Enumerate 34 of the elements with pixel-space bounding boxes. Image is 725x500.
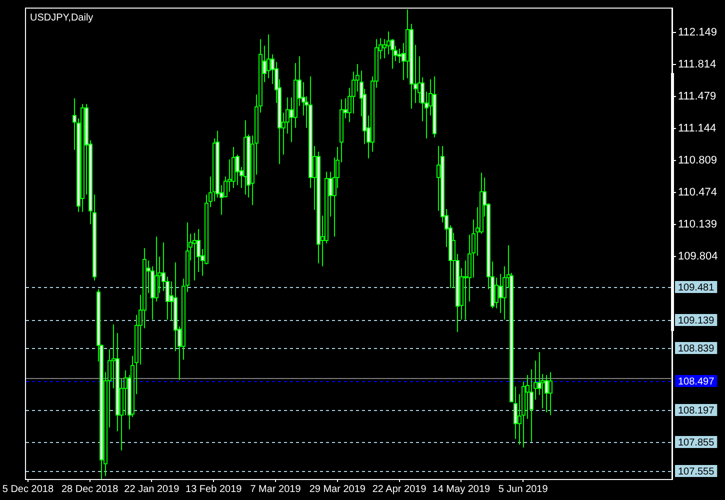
x-tick-label: 28 Dec 2018 [61, 484, 119, 495]
ref-line-label: 107.555 [678, 466, 715, 478]
candlestick [498, 273, 502, 314]
y-tick-label: 111.814 [678, 58, 716, 71]
y-tick-label: 110.474 [678, 186, 717, 198]
x-tick-label: 7 Mar 2019 [250, 484, 302, 495]
y-tick-label: 112.149 [678, 26, 717, 39]
x-tick-label: 14 May 2019 [432, 484, 491, 495]
y-tick-label: 110.809 [678, 154, 717, 166]
candlestick [544, 374, 548, 413]
candlestick [192, 232, 196, 282]
candlestick [386, 31, 390, 55]
ref-line-label: 108.839 [678, 343, 715, 354]
x-tick-label: 5 Dec 2018 [2, 484, 54, 495]
x-tick-label: 5 Jun 2019 [498, 484, 548, 495]
ref-line-label: 107.855 [678, 437, 715, 448]
ref-line-label: 108.197 [678, 405, 715, 416]
candlestick [398, 48, 402, 64]
chart-title: USDJPY,Daily [30, 12, 94, 24]
candlestick [154, 236, 158, 302]
x-tick-label: 29 Mar 2019 [309, 484, 366, 495]
x-tick-label: 22 Apr 2019 [372, 484, 427, 495]
candlestick [548, 372, 552, 416]
ref-line-label: 108.497 [678, 376, 715, 388]
y-tick-label: 111.144 [678, 122, 716, 134]
y-tick-label: 110.139 [678, 218, 717, 230]
y-tick-label: 111.479 [678, 90, 716, 103]
y-tick-label: 109.804 [678, 250, 718, 262]
x-tick-label: 22 Jan 2019 [124, 484, 180, 495]
ref-line-label: 109.139 [678, 315, 715, 326]
candlestick [232, 146, 236, 188]
candlestick [494, 277, 498, 309]
ref-line-label: 109.481 [678, 282, 715, 294]
x-tick-label: 13 Feb 2019 [186, 484, 242, 495]
